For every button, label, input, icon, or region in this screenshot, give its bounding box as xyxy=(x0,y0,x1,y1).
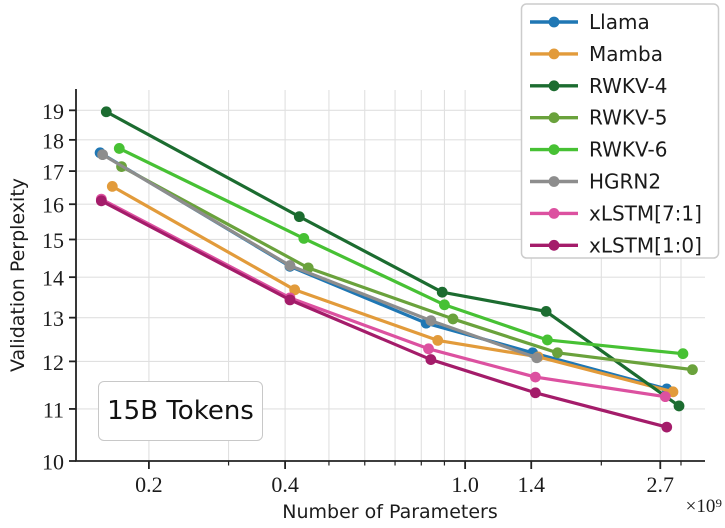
legend-marker xyxy=(548,208,560,219)
y-tick-label: 16 xyxy=(42,193,64,218)
data-point xyxy=(552,347,563,359)
legend-marker xyxy=(548,16,560,28)
y-tick-label: 11 xyxy=(43,397,64,422)
series-xLSTM[1:0] xyxy=(95,195,673,433)
x-tick-label: 0.4 xyxy=(271,472,299,497)
y-tick-label: 14 xyxy=(42,266,64,291)
legend-item-Mamba: Mamba xyxy=(530,42,663,66)
y-tick-label: 10 xyxy=(42,450,64,475)
data-point xyxy=(540,305,552,317)
data-point xyxy=(531,352,543,364)
y-tick-label: 13 xyxy=(42,306,64,331)
legend-label: xLSTM[1:0] xyxy=(589,233,702,257)
token-count-annotation: 15B Tokens xyxy=(98,381,263,441)
y-tick-label: 15 xyxy=(42,228,64,253)
data-point xyxy=(677,348,689,360)
gridlines xyxy=(76,90,705,461)
y-tick-label: 18 xyxy=(42,128,64,153)
series-xLSTM[7:1] xyxy=(95,193,671,403)
data-point xyxy=(293,211,305,223)
data-point xyxy=(530,371,541,383)
legend-item-RWKV-4: RWKV-4 xyxy=(530,74,667,98)
legend-label: xLSTM[7:1] xyxy=(589,201,702,225)
y-tick-label: 19 xyxy=(42,99,64,124)
x-tick-label: 0.2 xyxy=(135,472,163,497)
x-tick-label: 1.4 xyxy=(517,472,545,497)
legend-marker xyxy=(548,176,560,187)
data-point xyxy=(439,299,450,311)
data-point xyxy=(530,387,541,399)
data-point xyxy=(298,232,310,244)
data-point xyxy=(673,400,685,412)
legend-label: RWKV-6 xyxy=(589,138,667,162)
legend-item-xLSTM[7:1]: xLSTM[7:1] xyxy=(530,201,702,225)
legend-label: RWKV-5 xyxy=(589,106,667,130)
data-point xyxy=(425,315,437,327)
legend-item-xLSTM[1:0]: xLSTM[1:0] xyxy=(530,233,702,257)
legend-item-RWKV-6: RWKV-6 xyxy=(530,138,667,162)
data-point xyxy=(425,354,437,365)
legend-label: Llama xyxy=(589,10,650,34)
data-point xyxy=(113,143,125,154)
data-point xyxy=(95,195,107,207)
y-tick-label: 12 xyxy=(42,350,64,375)
data-point xyxy=(661,421,673,433)
legend-item-RWKV-5: RWKV-5 xyxy=(530,106,667,130)
y-tick-label: 17 xyxy=(42,160,64,185)
series-RWKV-6 xyxy=(113,143,689,360)
x-axis-label: Number of Parameters xyxy=(282,501,497,523)
x-tick-label: 2.7 xyxy=(647,472,675,497)
legend-label: HGRN2 xyxy=(589,170,661,194)
data-point xyxy=(284,260,296,271)
data-point xyxy=(659,391,671,403)
legend-marker xyxy=(548,80,560,92)
legend: Llama Mamba RWKV-4 RWKV-5 RWKV-6 HGRN2 xLSTM[7… xyxy=(520,3,720,259)
legend-marker xyxy=(548,112,560,124)
legend-marker xyxy=(548,239,560,251)
legend-label: Mamba xyxy=(589,42,663,66)
legend-box xyxy=(520,3,720,259)
x-axis-offset-label: ×10⁹ xyxy=(686,496,723,517)
data-point xyxy=(97,149,108,161)
series-line xyxy=(100,153,539,360)
data-point xyxy=(100,106,112,118)
data-series xyxy=(94,106,698,433)
legend-marker xyxy=(548,144,560,156)
legend-marker xyxy=(548,48,560,60)
x-tick-label: 1.0 xyxy=(451,472,479,497)
legend-item-HGRN2: HGRN2 xyxy=(530,170,661,194)
series-HGRN2 xyxy=(97,149,543,364)
data-point xyxy=(447,313,459,325)
data-point xyxy=(687,364,698,376)
data-point xyxy=(284,294,296,306)
y-axis-label: Validation Perplexity xyxy=(7,178,29,372)
axes: 10 11 12 13 14 15 16 17 18 19 0.2 0.4 1.0 1.4 2.7 xyxy=(42,89,705,497)
data-point xyxy=(423,343,434,355)
data-point xyxy=(541,334,553,346)
data-point xyxy=(289,284,301,296)
legend-label: RWKV-4 xyxy=(589,74,667,98)
data-point xyxy=(436,286,448,298)
data-point xyxy=(432,334,444,346)
legend-item-Llama: Llama xyxy=(530,10,650,34)
data-point xyxy=(106,181,118,192)
